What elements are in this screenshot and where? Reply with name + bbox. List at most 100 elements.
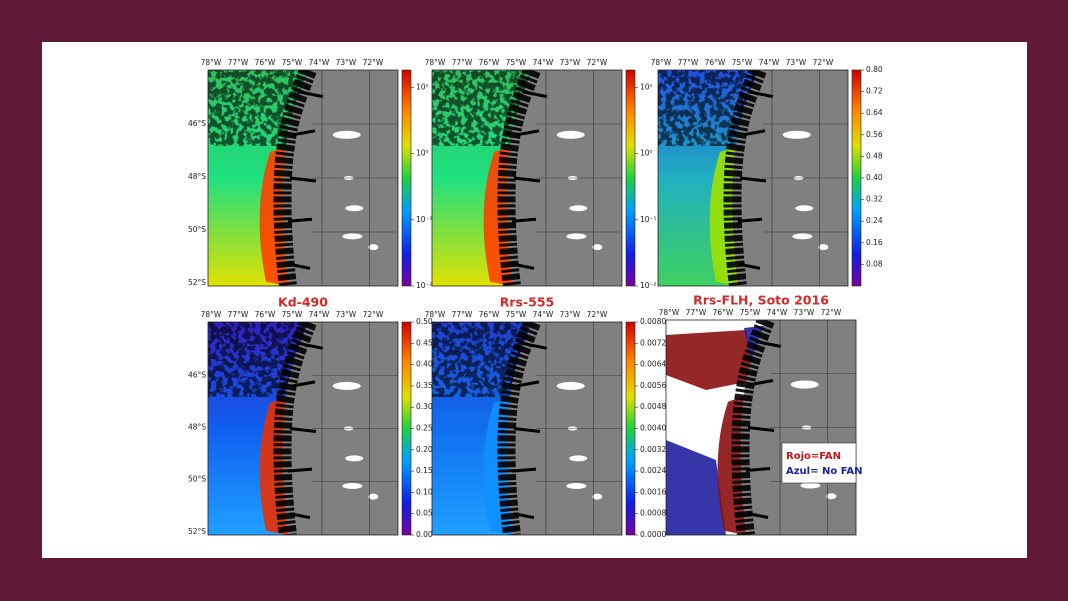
lon-label: 75°W: [282, 310, 303, 319]
lon-label: 76°W: [255, 58, 276, 67]
colorbar-tick-label: 10¹: [640, 82, 653, 91]
lat-label: 46°S: [188, 119, 206, 128]
lon-label: 77°W: [452, 58, 473, 67]
lon-label: 73°W: [794, 308, 815, 317]
lon-label: 73°W: [786, 58, 807, 67]
colorbar-tick-label: 0.0080: [640, 317, 666, 326]
lon-label: 75°W: [506, 58, 527, 67]
lake: [332, 381, 361, 390]
colorbar-tick-label: 0.05: [416, 509, 433, 518]
lat-label: 52°S: [188, 527, 206, 536]
colorbar-tick-label: 0.0000: [640, 530, 666, 539]
lon-label: 77°W: [452, 310, 473, 319]
lake: [782, 130, 811, 139]
colorbar-tick-label: 0.00: [416, 530, 433, 539]
lon-label: 76°W: [479, 310, 500, 319]
lon-label: 74°W: [759, 58, 780, 67]
colorbar-tick-label: 0.64: [866, 108, 883, 117]
lon-label: 75°W: [732, 58, 753, 67]
lake: [818, 244, 829, 251]
coastline: [497, 322, 541, 535]
panel-title: Kd-490: [278, 295, 328, 310]
lon-label: 77°W: [228, 310, 249, 319]
colorbar-tick-label: 0.40: [416, 360, 433, 369]
lake: [368, 493, 379, 500]
colorbar-tick-label: 0.0048: [640, 402, 666, 411]
lon-label: 78°W: [425, 310, 446, 319]
map: [208, 322, 398, 535]
lon-label: 75°W: [282, 58, 303, 67]
colorbar-tick-label: 0.0008: [640, 509, 666, 518]
map: [658, 70, 848, 286]
lon-label: 77°W: [686, 308, 707, 317]
colorbar-tick-label: 0.40: [866, 173, 883, 182]
lat-label: 48°S: [188, 422, 206, 431]
lon-label: 78°W: [425, 58, 446, 67]
lake: [800, 482, 821, 489]
lat-label: 50°S: [188, 225, 206, 234]
lake: [342, 233, 363, 240]
lon-label: 74°W: [767, 308, 788, 317]
colorbar-tick-label: 0.0056: [640, 381, 666, 390]
colorbar-tick-label: 0.0040: [640, 424, 666, 433]
colorbar-tick-label: 0.0064: [640, 360, 666, 369]
lon-label: 78°W: [659, 308, 680, 317]
colorbar-tick-label: 0.35: [416, 381, 433, 390]
lake: [569, 205, 588, 212]
lake: [556, 381, 585, 390]
lat-label: 50°S: [188, 475, 206, 484]
lake: [790, 380, 819, 389]
coastline: [723, 70, 767, 286]
lake: [795, 205, 814, 212]
fjords: [745, 340, 782, 519]
lon-label: 74°W: [533, 58, 554, 67]
colorbar-tick-label: 0.10: [416, 487, 433, 496]
legend-box: [781, 442, 857, 484]
colorbar-tick-label: 0.0032: [640, 445, 666, 454]
fan-area: [666, 330, 756, 390]
fjords: [737, 90, 774, 270]
lon-label: 73°W: [336, 310, 357, 319]
map-frame: [665, 319, 857, 536]
colorbar-tick-label: 10¹: [416, 82, 429, 91]
panel-title: Rrs-555: [500, 295, 555, 310]
colorbar-tick-label: 10⁰: [416, 149, 429, 158]
lon-label: 74°W: [309, 58, 330, 67]
colorbar-tick-label: 0.45: [416, 338, 433, 347]
lat-label: 52°S: [188, 278, 206, 287]
colorbar-tick-label: 10⁻²: [416, 281, 433, 290]
lat-label: 46°S: [188, 370, 206, 379]
lake: [792, 233, 813, 240]
lake: [345, 205, 364, 212]
colorbar-tick-label: 0.48: [866, 151, 883, 160]
colorbar: [625, 69, 636, 287]
coastline: [273, 322, 317, 535]
colorbar-tick-label: 0.30: [416, 402, 433, 411]
colorbar-tick-label: 10⁰: [640, 149, 653, 158]
fjords: [511, 90, 548, 270]
colorbar-tick-label: 0.72: [866, 87, 883, 96]
lon-label: 75°W: [506, 310, 527, 319]
lon-label: 76°W: [479, 58, 500, 67]
map: [208, 70, 398, 286]
lake: [556, 130, 585, 139]
map-frame: [431, 69, 623, 287]
fjords: [511, 341, 548, 520]
lon-label: 74°W: [309, 310, 330, 319]
map-frame: [207, 69, 399, 287]
colorbar-tick-label: 0.24: [866, 216, 883, 225]
colorbar-tick-label: 10⁻¹: [640, 215, 657, 224]
colorbar-tick-label: 0.20: [416, 445, 433, 454]
fjords: [287, 90, 324, 270]
lake: [566, 483, 587, 490]
coastline: [731, 320, 775, 535]
lon-label: 75°W: [740, 308, 761, 317]
colorbar-tick-label: 0.16: [866, 238, 883, 247]
lon-label: 72°W: [363, 310, 384, 319]
lon-label: 72°W: [363, 58, 384, 67]
legend-entry: Azul= No FAN: [786, 466, 862, 477]
legend-entry: Rojo=FAN: [786, 451, 841, 462]
lake: [826, 493, 837, 500]
